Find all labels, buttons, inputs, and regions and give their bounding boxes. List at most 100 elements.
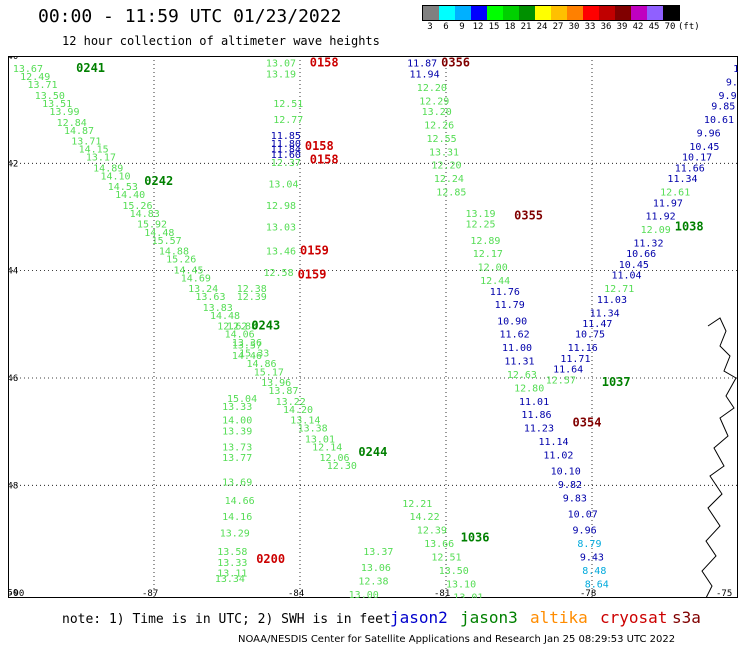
swh-value: 14.48	[144, 228, 174, 239]
swh-value: 11.23	[524, 424, 554, 435]
mission-cryosat: cryosat	[600, 608, 668, 627]
swh-value: 13.24	[188, 284, 218, 295]
swh-value: 13.33	[222, 402, 252, 413]
color-scale-cell	[519, 6, 535, 20]
swh-value: 12.24	[434, 174, 464, 185]
latitude-tick-label: -40	[8, 56, 18, 62]
swh-value: 13.33	[217, 558, 247, 569]
swh-value: 12.71	[604, 284, 634, 295]
swh-value: 9.96	[573, 526, 597, 537]
swh-value: 13.11	[217, 569, 247, 580]
swh-value: 13.39	[222, 426, 252, 437]
swh-value: 11.02	[543, 450, 573, 461]
pass-time-label: 0241	[76, 61, 105, 75]
swh-value: 12.14	[312, 442, 342, 453]
page-title: 00:00 - 11:59 UTC 01/23/2022	[38, 6, 342, 27]
swh-value: 9.43	[580, 552, 604, 563]
color-scale-label: 33	[584, 22, 596, 32]
swh-value: 13.17	[86, 153, 116, 164]
swh-value: 10.61	[704, 115, 734, 126]
pass-time-label: 1038	[675, 219, 704, 233]
color-scale-label: 27	[552, 22, 564, 32]
swh-value: 11.71	[560, 354, 590, 365]
swh-value: 11.04	[611, 271, 641, 282]
swh-value: 12.00	[478, 263, 508, 274]
swh-value: 15.04	[227, 394, 257, 405]
pass-time-label: 0356	[441, 56, 470, 70]
swh-value: 12.80	[514, 383, 544, 394]
swh-value: 13.38	[298, 424, 328, 435]
swh-value: 11.76	[490, 287, 520, 298]
mission-jason2: jason2	[390, 608, 448, 627]
latitude-tick-label: -48	[8, 481, 18, 491]
longitude-tick-label: -84	[288, 589, 304, 598]
swh-value: 10.66	[626, 249, 656, 260]
legend-note: note: 1) Time is in UTC; 2) SWH is in fe…	[62, 612, 391, 627]
swh-value: 13.29	[220, 528, 250, 539]
swh-value: 13.67	[13, 64, 43, 75]
swh-value: 12.29	[419, 96, 449, 107]
swh-value: 13.37	[363, 547, 393, 558]
swh-value: 13.83	[203, 303, 233, 314]
swh-value: 12.21	[402, 499, 432, 510]
swh-value: 11.85	[271, 131, 301, 142]
swh-value: 12.58	[264, 268, 294, 279]
swh-value: 13.34	[215, 574, 245, 585]
swh-value: 11.79	[495, 300, 525, 311]
swh-value: 12.62	[217, 322, 247, 333]
swh-value: 13.58	[217, 547, 247, 558]
swh-value: 9.83	[563, 493, 587, 504]
color-scale-unit: (ft)	[678, 22, 700, 32]
color-scale-cell	[567, 6, 583, 20]
coastline	[701, 317, 737, 598]
swh-value: 10.90	[497, 316, 527, 327]
swh-value: 12.38	[358, 577, 388, 588]
swh-value: 12.63	[507, 370, 537, 381]
swh-value: 11.86	[521, 410, 551, 421]
swh-value: 13.14	[290, 416, 320, 427]
color-scale-label: 45	[648, 22, 660, 32]
swh-value: 14.40	[115, 190, 145, 201]
color-scale-label: 24	[536, 22, 548, 32]
pass-time-label: 0243	[251, 319, 280, 333]
swh-value: 13.63	[195, 292, 225, 303]
swh-value: 10.75	[575, 330, 605, 341]
swh-value: 9.82	[558, 480, 582, 491]
swh-value: 11.64	[553, 365, 583, 376]
swh-value: 11.66	[675, 163, 705, 174]
swh-value: 12.84	[57, 118, 87, 129]
pass-time-label: 0242	[144, 174, 173, 188]
swh-value: 9.96	[697, 128, 721, 139]
page-subtitle: 12 hour collection of altimeter wave hei…	[62, 34, 380, 48]
swh-value: 13.66	[424, 539, 454, 550]
swh-value: 13.57	[232, 340, 262, 351]
swh-value: 14.83	[130, 209, 160, 220]
color-scale-cell	[615, 6, 631, 20]
swh-value: 13.71	[27, 80, 57, 91]
pass-time-label: 0158	[310, 152, 339, 166]
swh-value: 9.	[726, 78, 738, 89]
swh-value: 13.10	[446, 579, 476, 590]
swh-value: 11.00	[502, 343, 532, 354]
swh-value: 13.00	[349, 590, 379, 598]
color-scale-label: 42	[632, 22, 644, 32]
swh-value: 14.89	[93, 163, 123, 174]
swh-value: 11.87	[407, 59, 437, 70]
swh-value: 10.07	[568, 510, 598, 521]
swh-value: 13.19	[465, 209, 495, 220]
color-scale-cell	[487, 6, 503, 20]
longitude-tick-label: -90	[8, 589, 24, 598]
swh-value: 15.92	[137, 220, 167, 231]
swh-value: 11.62	[500, 330, 530, 341]
swh-value: 11.03	[597, 295, 627, 306]
swh-value: 12.20	[417, 83, 447, 94]
swh-value: 14.10	[100, 171, 130, 182]
color-scale-cell	[503, 6, 519, 20]
swh-value: 14.88	[159, 247, 189, 258]
swh-value: 13.46	[266, 247, 296, 258]
swh-value: 10.17	[682, 153, 712, 164]
color-scale-bar	[422, 5, 680, 21]
color-scale-cell	[631, 6, 647, 20]
swh-value: 11.47	[582, 319, 612, 330]
swh-value: 13.71	[71, 137, 101, 148]
